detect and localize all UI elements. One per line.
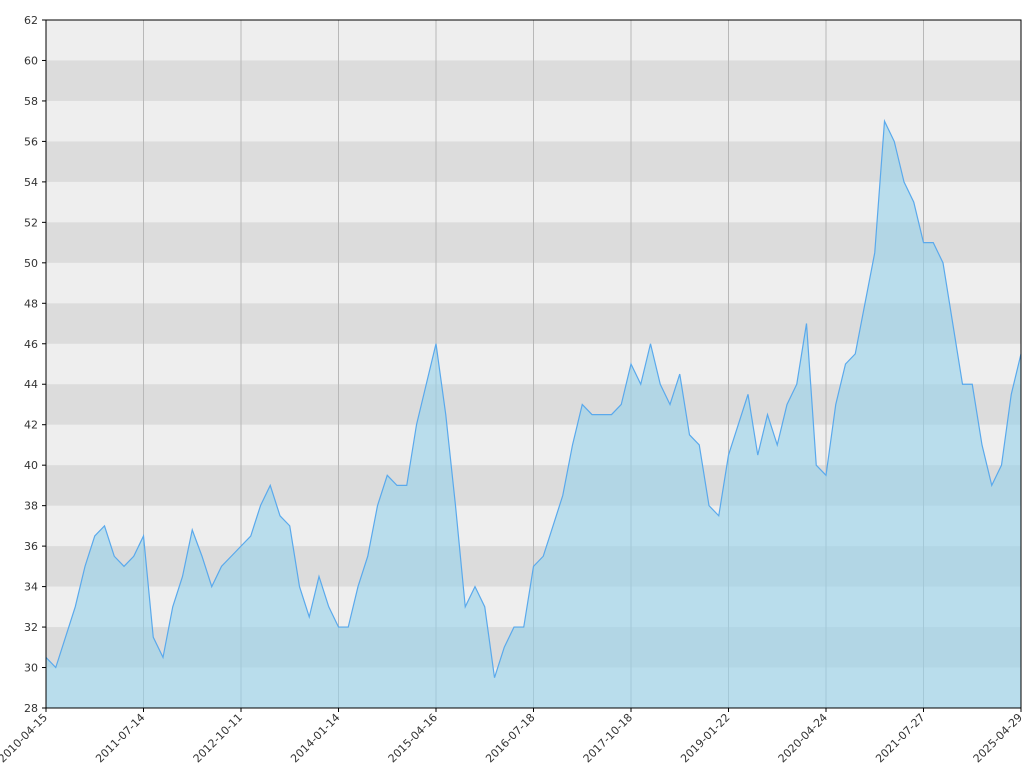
y-tick-label: 28	[24, 702, 38, 715]
plot-frame	[45, 19, 1022, 709]
x-tick-label: 2017-10-18	[581, 711, 635, 765]
y-tick-label: 56	[24, 135, 38, 148]
y-tick-label: 44	[24, 378, 38, 391]
y-tick-label: 30	[24, 662, 38, 675]
x-tick-label: 2014-01-14	[288, 711, 342, 765]
y-tick-label: 62	[24, 14, 38, 27]
x-tick-label: 2012-10-11	[191, 711, 245, 765]
y-tick-label: 48	[24, 297, 38, 310]
y-tick-label: 42	[24, 419, 38, 432]
area-line	[45, 118, 1022, 678]
y-tick-label: 50	[24, 257, 38, 270]
y-tick-label: 46	[24, 338, 38, 351]
x-tick-label: 2011-07-14	[93, 711, 147, 765]
y-tick-label: 32	[24, 621, 38, 634]
y-tick-label: 60	[24, 54, 38, 67]
y-tick-label: 40	[24, 459, 38, 472]
y-tick-label: 34	[24, 581, 38, 594]
x-tick-label: 2015-04-16	[386, 711, 440, 765]
x-tick-label: 2021-07-27	[873, 711, 927, 765]
x-tick-label: 2020-04-24	[776, 711, 830, 765]
area-fill	[46, 121, 1021, 709]
x-tick-label: 2010-04-15	[0, 711, 50, 765]
y-tick-label: 58	[24, 95, 38, 108]
y-tick-label: 54	[24, 176, 38, 189]
x-tick-label: 2016-07-18	[483, 711, 537, 765]
y-tick-label: 52	[24, 216, 38, 229]
y-tick-label: 36	[24, 540, 38, 553]
y-tick-label: 38	[24, 500, 38, 513]
x-tick-label: 2019-01-22	[678, 711, 732, 765]
x-tick-label: 2025-04-29	[971, 711, 1024, 765]
